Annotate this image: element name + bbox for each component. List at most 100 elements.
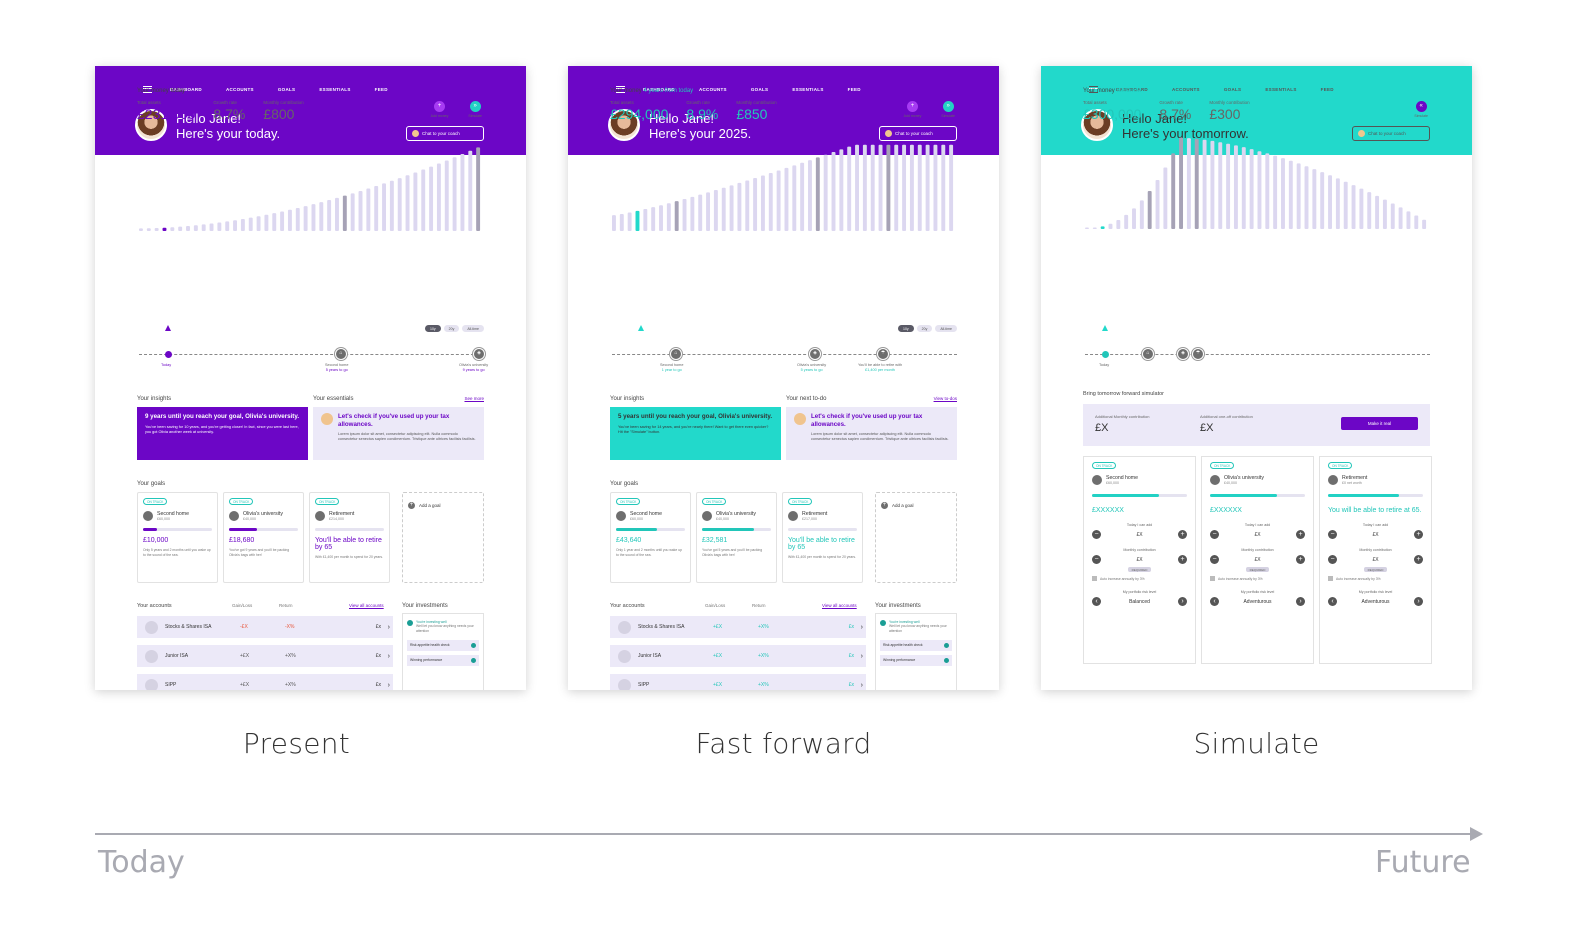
avatar[interactable] — [1081, 109, 1113, 141]
add-goal-card[interactable]: + Add a goal — [875, 492, 957, 583]
chevron-right-icon[interactable]: › — [1177, 597, 1187, 606]
account-row[interactable]: SIPP +£X +X% £x › — [137, 674, 393, 690]
account-row[interactable]: Stocks & Shares ISA +£X +X% £x › — [610, 616, 866, 638]
simulate-button[interactable]: » Simulate — [468, 101, 482, 118]
nav-goals[interactable]: GOALS — [1223, 87, 1242, 92]
simulate-button[interactable]: » Simulate — [941, 101, 955, 118]
view-todos-link[interactable]: View to-dos — [933, 396, 957, 401]
add-money-button[interactable]: + Add money — [903, 101, 922, 118]
goal-card[interactable]: ON TRACK Olivia's university £40,000 £32,58… — [696, 492, 777, 583]
nav-feed[interactable]: FEED — [847, 87, 861, 92]
checkbox-icon[interactable] — [1092, 576, 1097, 581]
home-icon[interactable]: ⌂ — [335, 348, 347, 360]
insight-card[interactable]: 5 years until you reach your goal, Olivi… — [610, 407, 781, 460]
avatar[interactable] — [608, 109, 640, 141]
auto-increase-toggle[interactable]: Auto increase annually by 3% — [1328, 576, 1423, 581]
nav-dashboard[interactable]: DASHBOARD — [170, 87, 202, 92]
chip-20y[interactable]: 20y — [916, 325, 933, 332]
goal-card[interactable]: ON TRACK Olivia's university £40,000 £18,68… — [223, 492, 304, 583]
minus-icon[interactable]: − — [1092, 530, 1101, 539]
nav-feed[interactable]: FEED — [1320, 87, 1334, 92]
account-row[interactable]: Stocks & Shares ISA -£X -X% £x › — [137, 616, 393, 638]
risk-health-item[interactable]: Risk appetite health check — [407, 639, 479, 651]
auto-increase-toggle[interactable]: Auto increase annually by 3% — [1092, 576, 1187, 581]
risk-health-item[interactable]: Risk appetite health check — [880, 639, 952, 651]
chip-20y[interactable]: 20y — [443, 325, 460, 332]
account-row[interactable]: SIPP +£X +X% £x › — [610, 674, 866, 690]
make-it-real-button[interactable]: Make it real — [1341, 417, 1418, 430]
performance-item[interactable]: Winning performance — [407, 654, 479, 666]
monthly-value[interactable]: £X — [1254, 556, 1261, 563]
insight-card[interactable]: 9 years until you reach your goal, Olivi… — [137, 407, 308, 460]
today-add-value[interactable]: £X — [1136, 531, 1143, 538]
view-all-accounts-link[interactable]: View all accounts — [349, 603, 384, 608]
nav-goals[interactable]: GOALS — [277, 87, 296, 92]
avatar[interactable] — [135, 109, 167, 141]
essential-card[interactable]: Let's check if you've used up your tax a… — [313, 407, 484, 460]
chevron-left-icon[interactable]: ‹ — [1328, 597, 1337, 606]
nav-accounts[interactable]: ACCOUNTS — [225, 87, 254, 92]
add-money-button[interactable]: + Add money — [430, 101, 449, 118]
nav-dashboard[interactable]: DASHBOARD — [643, 87, 675, 92]
nav-goals[interactable]: GOALS — [750, 87, 769, 92]
plus-icon[interactable]: + — [1178, 555, 1187, 564]
nav-essentials[interactable]: ESSENTIALS — [792, 87, 824, 92]
minus-icon[interactable]: − — [1328, 555, 1337, 564]
add-goal-card[interactable]: + Add a goal — [402, 492, 484, 583]
goal-card[interactable]: ON TRACK Retirement £217,000 You'll be able… — [782, 492, 863, 583]
retirement-icon[interactable]: ☂ — [877, 348, 889, 360]
chat-coach-button[interactable]: Chat to your coach — [406, 126, 484, 141]
nav-dashboard[interactable]: DASHBOARD — [1116, 87, 1148, 92]
plus-icon[interactable]: + — [1178, 530, 1187, 539]
monthly-value[interactable]: £X — [1372, 556, 1379, 563]
menu-icon[interactable] — [143, 86, 152, 93]
minus-icon[interactable]: − — [1328, 530, 1337, 539]
checkbox-icon[interactable] — [1210, 576, 1215, 581]
goal-card[interactable]: ON TRACK Second home £60,000 £43,640 Only 1 … — [610, 492, 691, 583]
graduation-icon[interactable]: ◈ — [1177, 348, 1189, 360]
chevron-right-icon[interactable]: › — [860, 681, 863, 689]
plus-icon[interactable]: + — [1296, 555, 1305, 564]
todo-card[interactable]: Let's check if you've used up your tax a… — [786, 407, 957, 460]
chevron-left-icon[interactable]: ‹ — [1092, 597, 1101, 606]
chat-coach-button[interactable]: Chat to your coach — [879, 126, 957, 141]
minus-icon[interactable]: − — [1092, 555, 1101, 564]
chip-10y[interactable]: 10y — [898, 325, 914, 332]
plus-icon[interactable]: + — [1414, 555, 1423, 564]
chevron-right-icon[interactable]: › — [387, 681, 390, 689]
chevron-left-icon[interactable]: ‹ — [1210, 597, 1219, 606]
monthly-value[interactable]: £X — [1136, 556, 1143, 563]
nav-essentials[interactable]: ESSENTIALS — [1265, 87, 1297, 92]
chevron-right-icon[interactable]: › — [387, 652, 390, 660]
nav-essentials[interactable]: ESSENTIALS — [319, 87, 351, 92]
menu-icon[interactable] — [616, 86, 625, 93]
investments-card[interactable]: You're investing well Well let you know a… — [402, 613, 484, 690]
performance-item[interactable]: Winning performance — [880, 654, 952, 666]
nav-accounts[interactable]: ACCOUNTS — [698, 87, 727, 92]
plus-icon[interactable]: + — [1296, 530, 1305, 539]
auto-increase-toggle[interactable]: Auto increase annually by 3% — [1210, 576, 1305, 581]
account-row[interactable]: Junior ISA +£X +X% £x › — [610, 645, 866, 667]
checkbox-icon[interactable] — [1328, 576, 1333, 581]
chevron-right-icon[interactable]: › — [860, 623, 863, 631]
see-more-link[interactable]: See more — [464, 396, 484, 401]
graduation-icon[interactable]: ◈ — [473, 348, 485, 360]
chevron-right-icon[interactable]: › — [860, 652, 863, 660]
plus-icon[interactable]: + — [1414, 530, 1423, 539]
chip-all-time[interactable]: All-time — [462, 325, 484, 332]
minus-icon[interactable]: − — [1210, 555, 1219, 564]
investments-card[interactable]: You're investing well Well let you know a… — [875, 613, 957, 690]
account-row[interactable]: Junior ISA +£X +X% £x › — [137, 645, 393, 667]
menu-icon[interactable] — [1089, 86, 1098, 93]
chevron-right-icon[interactable]: › — [1295, 597, 1305, 606]
monthly-contribution-field[interactable]: Additional Monthly contribution £X — [1095, 414, 1150, 434]
view-all-accounts-link[interactable]: View all accounts — [822, 603, 857, 608]
graduation-icon[interactable]: ◈ — [809, 348, 821, 360]
chat-coach-button[interactable]: Chat to your coach — [1352, 126, 1430, 141]
nav-feed[interactable]: FEED — [374, 87, 388, 92]
oneoff-contribution-field[interactable]: Additional one-off contribution £X — [1200, 414, 1253, 434]
goal-card[interactable]: ON TRACK Retirement £214,000 You'll be able… — [309, 492, 390, 583]
home-icon[interactable]: ⌂ — [1142, 348, 1154, 360]
retirement-icon[interactable]: ☂ — [1192, 348, 1204, 360]
chip-10y[interactable]: 10y — [425, 325, 441, 332]
